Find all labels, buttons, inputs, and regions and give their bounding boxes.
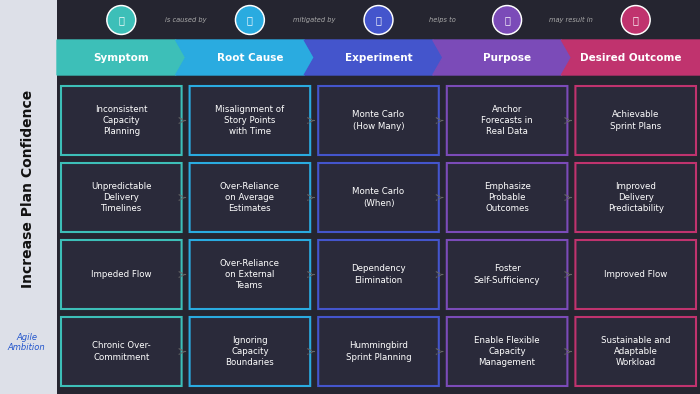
Text: Unpredictable
Delivery
Timelines: Unpredictable Delivery Timelines: [91, 182, 152, 213]
Text: helps to: helps to: [429, 17, 456, 23]
Text: Anchor
Forecasts in
Real Data: Anchor Forecasts in Real Data: [482, 105, 533, 136]
Text: Monte Carlo
(When): Monte Carlo (When): [352, 188, 405, 208]
FancyBboxPatch shape: [447, 86, 568, 155]
FancyBboxPatch shape: [318, 86, 439, 155]
Bar: [0, 0, 57, 394]
Text: Improved
Delivery
Predictability: Improved Delivery Predictability: [608, 182, 664, 213]
Text: is caused by: is caused by: [165, 17, 206, 23]
Polygon shape: [561, 40, 700, 75]
Text: 🔍: 🔍: [118, 15, 124, 25]
Text: mitigated by: mitigated by: [293, 17, 335, 23]
FancyBboxPatch shape: [61, 86, 181, 155]
Circle shape: [365, 7, 391, 33]
Circle shape: [237, 7, 263, 33]
Text: Over-Reliance
on Average
Estimates: Over-Reliance on Average Estimates: [220, 182, 280, 213]
FancyBboxPatch shape: [190, 163, 310, 232]
Text: Chronic Over-
Commitment: Chronic Over- Commitment: [92, 342, 150, 362]
Text: Foster
Self-Sufficiency: Foster Self-Sufficiency: [474, 264, 540, 284]
Text: Purpose: Purpose: [483, 52, 531, 63]
Circle shape: [494, 7, 520, 33]
Text: Symptom: Symptom: [93, 52, 149, 63]
FancyBboxPatch shape: [318, 163, 439, 232]
FancyBboxPatch shape: [61, 317, 181, 386]
Text: 🧪: 🧪: [376, 15, 382, 25]
Text: Experiment: Experiment: [344, 52, 412, 63]
Text: Misalignment of
Story Points
with Time: Misalignment of Story Points with Time: [216, 105, 284, 136]
Text: Impeded Flow: Impeded Flow: [91, 270, 152, 279]
FancyBboxPatch shape: [575, 317, 696, 386]
Polygon shape: [176, 40, 314, 75]
Text: Root Cause: Root Cause: [216, 52, 283, 63]
Text: Achievable
Sprint Plans: Achievable Sprint Plans: [610, 110, 662, 130]
Polygon shape: [433, 40, 571, 75]
Circle shape: [235, 6, 265, 35]
Text: Ignoring
Capacity
Boundaries: Ignoring Capacity Boundaries: [225, 336, 274, 367]
FancyBboxPatch shape: [61, 163, 181, 232]
Text: Dependency
Elimination: Dependency Elimination: [351, 264, 406, 284]
Text: Sustainable and
Adaptable
Workload: Sustainable and Adaptable Workload: [601, 336, 671, 367]
Text: Monte Carlo
(How Many): Monte Carlo (How Many): [352, 110, 405, 130]
Text: Agile
Ambition: Agile Ambition: [8, 333, 46, 353]
Text: Improved Flow: Improved Flow: [604, 270, 667, 279]
Text: 🌿: 🌿: [247, 15, 253, 25]
Circle shape: [107, 6, 136, 35]
Text: 🧭: 🧭: [504, 15, 510, 25]
Polygon shape: [304, 40, 443, 75]
FancyBboxPatch shape: [575, 86, 696, 155]
FancyBboxPatch shape: [447, 163, 568, 232]
Text: may result in: may result in: [550, 17, 594, 23]
Circle shape: [364, 6, 393, 35]
Circle shape: [621, 6, 650, 35]
Text: Enable Flexible
Capacity
Management: Enable Flexible Capacity Management: [475, 336, 540, 367]
Text: Desired Outcome: Desired Outcome: [580, 52, 682, 63]
FancyBboxPatch shape: [190, 86, 310, 155]
FancyBboxPatch shape: [190, 317, 310, 386]
Text: Increase Plan Confidence: Increase Plan Confidence: [22, 90, 36, 288]
Circle shape: [493, 6, 522, 35]
Circle shape: [108, 7, 134, 33]
Text: Over-Reliance
on External
Teams: Over-Reliance on External Teams: [220, 259, 280, 290]
FancyBboxPatch shape: [575, 240, 696, 309]
FancyBboxPatch shape: [61, 240, 181, 309]
Circle shape: [623, 7, 649, 33]
Polygon shape: [57, 40, 186, 75]
FancyBboxPatch shape: [447, 240, 568, 309]
Text: Hummingbird
Sprint Planning: Hummingbird Sprint Planning: [346, 342, 412, 362]
Text: Emphasize
Probable
Outcomes: Emphasize Probable Outcomes: [484, 182, 531, 213]
FancyBboxPatch shape: [190, 240, 310, 309]
FancyBboxPatch shape: [318, 317, 439, 386]
FancyBboxPatch shape: [447, 317, 568, 386]
Text: 🎯: 🎯: [633, 15, 638, 25]
Text: Inconsistent
Capacity
Planning: Inconsistent Capacity Planning: [95, 105, 148, 136]
FancyBboxPatch shape: [318, 240, 439, 309]
FancyBboxPatch shape: [575, 163, 696, 232]
